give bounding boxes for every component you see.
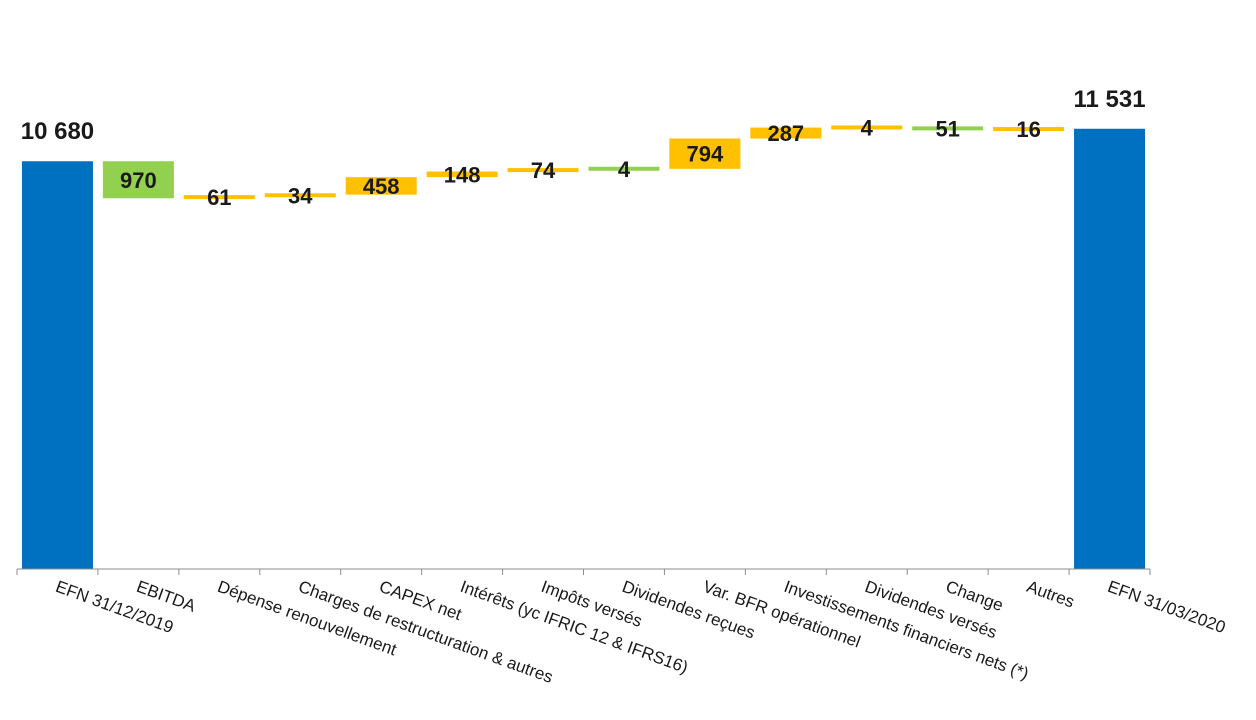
value-label-0: 10 680 (21, 118, 94, 145)
value-label-1: 970 (120, 168, 157, 193)
bar-2 (183, 195, 255, 200)
bar-4 (345, 177, 417, 195)
value-label-13: 11 531 (1073, 86, 1145, 113)
value-label-6: 74 (531, 158, 556, 183)
category-label-13: EFN 31/03/2020 (1105, 577, 1228, 637)
value-label-8: 794 (687, 142, 724, 167)
category-label-12: Autres (1024, 577, 1077, 612)
value-label-10: 4 (861, 115, 874, 140)
bar-12 (993, 127, 1065, 132)
bar-9 (750, 127, 822, 139)
value-label-12: 16 (1016, 117, 1040, 142)
value-label-5: 148 (444, 162, 481, 187)
bar-8 (669, 138, 741, 169)
value-label-7: 4 (618, 157, 631, 182)
bar-7 (588, 166, 660, 171)
value-label-3: 34 (288, 183, 313, 208)
bar-13 (1074, 128, 1146, 569)
value-label-2: 61 (207, 185, 231, 210)
x-axis (16, 568, 1151, 575)
bars-layer (21, 125, 1146, 570)
bar-5 (426, 171, 498, 178)
bar-6 (507, 168, 579, 173)
value-label-4: 458 (363, 174, 400, 199)
bar-10 (831, 125, 903, 130)
bar-11 (912, 126, 984, 131)
bar-1 (102, 161, 174, 199)
value-label-11: 51 (935, 116, 959, 141)
value-label-9: 287 (767, 121, 804, 146)
bar-3 (264, 193, 336, 198)
bar-0 (21, 161, 93, 570)
value-labels: 10 680 970 61 34 458 148 74 4 794 287 4 51 16 11 531 (21, 86, 1146, 210)
